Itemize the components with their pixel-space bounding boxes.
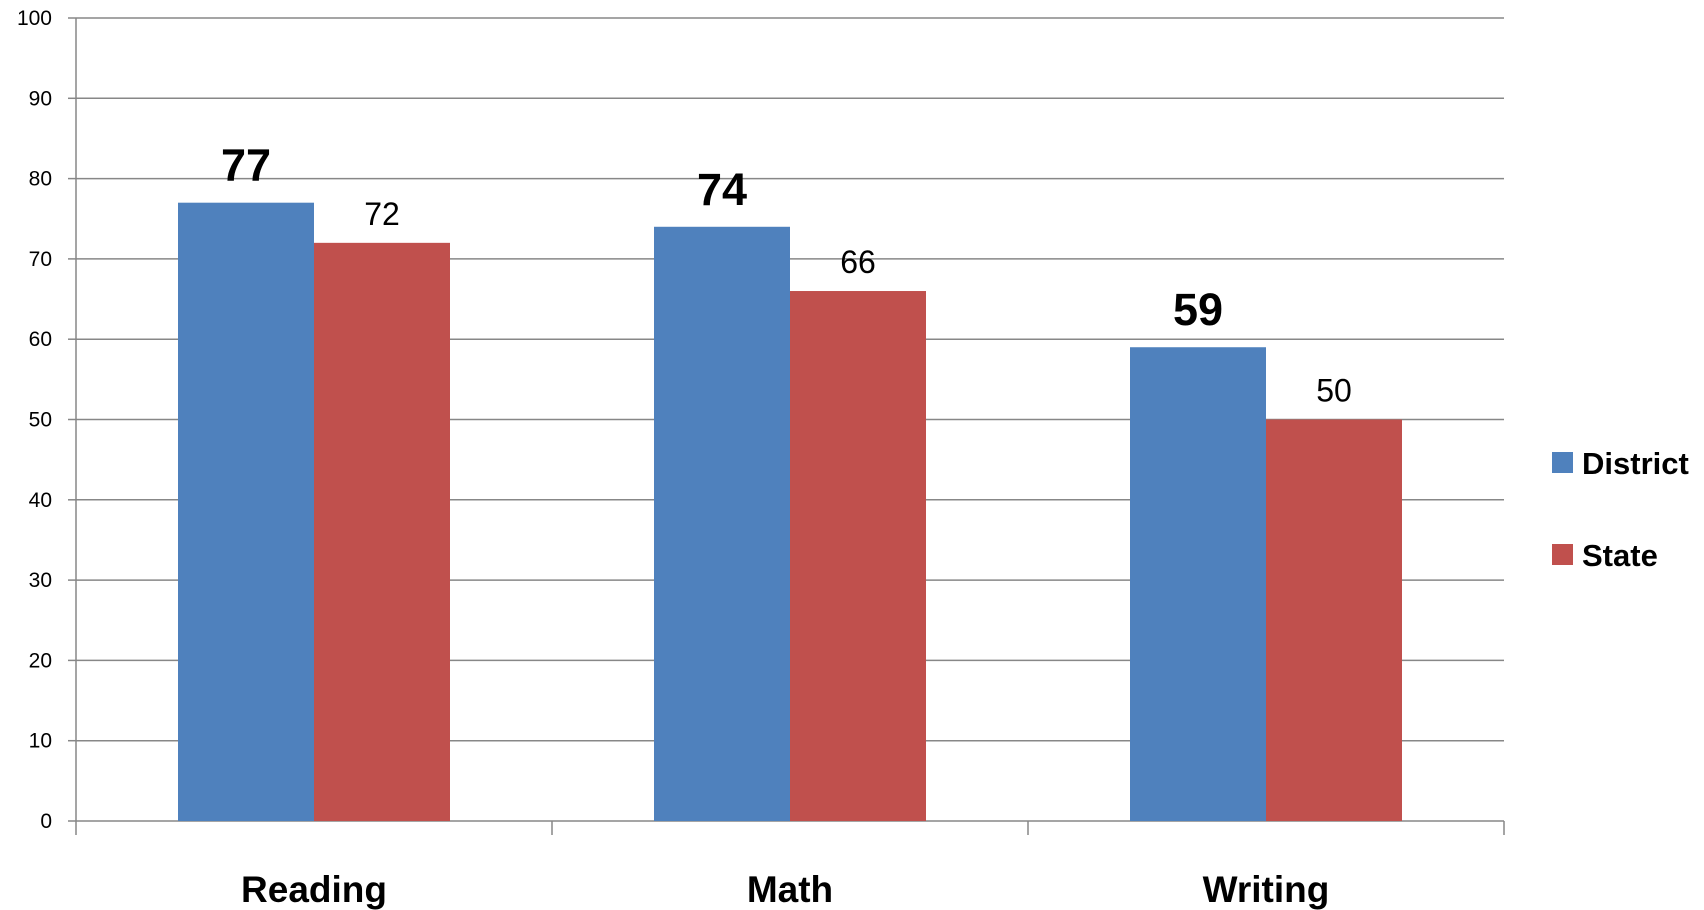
legend-label-district: District — [1582, 446, 1689, 481]
legend: District State — [1552, 446, 1689, 573]
bar-district — [654, 226, 790, 821]
x-tick-label: Writing — [1203, 869, 1330, 910]
y-tick-label: 30 — [29, 569, 52, 592]
y-tick-label: 20 — [29, 649, 52, 672]
data-label-district: 74 — [697, 164, 747, 215]
data-label-district: 59 — [1173, 284, 1223, 335]
y-tick-label: 70 — [29, 248, 52, 271]
y-tick-label: 100 — [17, 7, 52, 30]
axes: 0 10 20 30 40 50 60 70 80 90 100 Reading Math Writing — [17, 7, 1505, 910]
y-tick-label: 40 — [29, 489, 52, 512]
y-tick-label: 90 — [29, 87, 52, 110]
bars — [178, 202, 1402, 822]
bar-district — [1130, 347, 1266, 821]
y-tick-label: 0 — [40, 810, 52, 833]
bar-state — [314, 242, 450, 822]
data-label-state: 50 — [1316, 373, 1352, 409]
data-label-state: 66 — [840, 244, 876, 280]
legend-swatch-district — [1552, 452, 1573, 473]
bar-state — [790, 291, 926, 821]
legend-label-state: State — [1582, 538, 1658, 573]
y-tick-label: 80 — [29, 168, 52, 191]
x-tick-label: Reading — [241, 869, 387, 910]
data-label-district: 77 — [221, 140, 271, 191]
data-labels: 77 72 74 66 59 50 — [221, 140, 1352, 409]
y-tick-label: 10 — [29, 730, 52, 753]
x-tick-label: Math — [747, 869, 833, 910]
bar-state — [1266, 419, 1402, 821]
y-tick-label: 50 — [29, 409, 52, 432]
legend-swatch-state — [1552, 544, 1573, 565]
y-tick-label: 60 — [29, 328, 52, 351]
bar-district — [178, 202, 314, 821]
data-label-state: 72 — [364, 196, 400, 232]
